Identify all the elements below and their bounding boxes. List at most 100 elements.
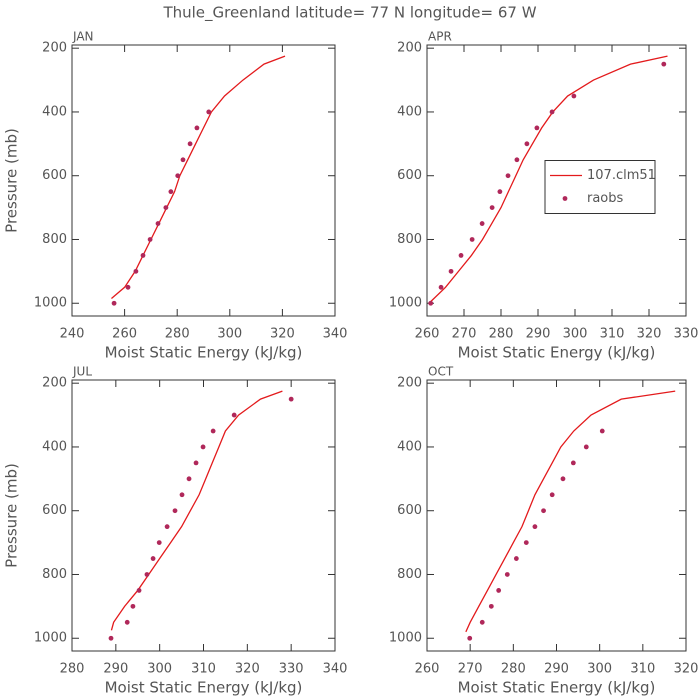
raob-point — [231, 412, 237, 418]
panel-title: APR — [428, 30, 452, 44]
y-tick-label: 400 — [397, 439, 422, 454]
x-axis-label: Moist Static Energy (kJ/kg) — [105, 679, 303, 697]
x-tick-label: 320 — [674, 662, 699, 677]
x-tick-label: 310 — [191, 662, 216, 677]
raob-point — [496, 588, 502, 593]
y-tick-label: 1000 — [34, 296, 67, 311]
raob-point — [108, 635, 114, 641]
x-tick-label: 300 — [587, 662, 612, 677]
x-axis-label: Moist Static Energy (kJ/kg) — [458, 344, 656, 362]
x-tick-label: 270 — [452, 327, 477, 342]
raob-point — [541, 508, 546, 514]
raob-point — [549, 109, 555, 115]
y-axis-label: Pressure (mb) — [3, 128, 21, 233]
raob-point — [583, 444, 589, 450]
raob-point — [194, 125, 200, 131]
model-line — [465, 390, 676, 633]
panel: JAN 240 260 280 300 320 340 200 400 600 800 1000 Moi… — [3, 30, 348, 362]
x-tick-label: 290 — [103, 662, 128, 677]
plot-frame — [426, 379, 687, 652]
y-tick-label: 1000 — [34, 631, 67, 646]
y-tick-label: 800 — [42, 567, 67, 582]
x-tick-label: 240 — [60, 327, 85, 342]
raob-point — [144, 572, 150, 577]
raob-point — [505, 173, 511, 179]
raob-point — [469, 237, 475, 242]
legend-marker — [562, 196, 568, 201]
y-tick-label: 1000 — [389, 631, 422, 646]
y-tick-label: 200 — [42, 376, 67, 391]
figure-title: Thule_Greenland latitude= 77 N longitude… — [162, 4, 536, 23]
model-line — [111, 55, 286, 299]
raob-point — [523, 540, 529, 545]
y-tick-label: 600 — [397, 168, 422, 183]
raob-point — [524, 141, 530, 147]
x-tick-label: 310 — [630, 662, 655, 677]
raob-point — [210, 428, 216, 434]
raob-point — [164, 524, 170, 530]
panel: APR 260 270 280 290 300 310 320 330 200 400 600 800 1… — [389, 30, 699, 362]
y-tick-label: 200 — [397, 376, 422, 391]
y-tick-label: 400 — [397, 104, 422, 119]
raob-point — [497, 189, 503, 195]
raob-point — [479, 619, 485, 625]
raob-point — [513, 556, 519, 561]
raob-point — [136, 588, 142, 593]
model-line — [430, 55, 668, 303]
raob-point — [438, 284, 444, 290]
raob-point — [571, 93, 577, 99]
x-tick-label: 280 — [501, 662, 526, 677]
legend-box — [544, 160, 656, 214]
raob-point — [111, 300, 117, 306]
raob-point — [140, 253, 146, 258]
raob-point — [560, 476, 566, 482]
x-tick-label: 320 — [270, 327, 295, 342]
legend: 107.clm51 raobs — [544, 160, 656, 214]
y-tick-label: 200 — [397, 41, 422, 56]
x-tick-label: 320 — [637, 327, 662, 342]
raob-point — [172, 508, 178, 514]
raob-point — [504, 572, 510, 577]
x-tick-label: 270 — [458, 662, 483, 677]
x-tick-label: 290 — [544, 662, 569, 677]
raob-point — [130, 603, 136, 609]
panel: JUL 280 290 300 310 320 330 340 200 400 600 800 1000… — [3, 365, 348, 697]
raob-point — [180, 157, 186, 163]
plot-frame — [426, 44, 687, 317]
x-tick-label: 310 — [600, 327, 625, 342]
raob-point — [168, 189, 174, 195]
y-tick-label: 800 — [397, 232, 422, 247]
raob-point — [458, 253, 464, 258]
panel: OCT 260 270 280 290 300 310 320 200 400 600 800 1000… — [389, 365, 699, 697]
panel-title: JAN — [72, 30, 94, 44]
legend-label: raobs — [587, 191, 624, 206]
x-tick-label: 300 — [147, 662, 172, 677]
x-tick-label: 280 — [165, 327, 190, 342]
raob-point — [186, 476, 192, 482]
raob-point — [534, 125, 540, 131]
raob-point — [163, 205, 169, 211]
panel-title: JUL — [72, 365, 92, 379]
y-tick-label: 800 — [397, 567, 422, 582]
x-tick-label: 330 — [674, 327, 699, 342]
raob-point — [488, 603, 494, 609]
x-tick-label: 320 — [235, 662, 260, 677]
raob-point — [428, 300, 434, 306]
panel-title: OCT — [428, 365, 454, 379]
x-tick-label: 260 — [112, 327, 137, 342]
raob-point — [156, 540, 162, 545]
x-tick-label: 330 — [279, 662, 304, 677]
y-tick-label: 400 — [42, 104, 67, 119]
raob-point — [124, 619, 130, 625]
x-tick-label: 290 — [526, 327, 551, 342]
x-tick-label: 280 — [489, 327, 514, 342]
x-tick-label: 300 — [563, 327, 588, 342]
y-tick-label: 200 — [42, 41, 67, 56]
raob-point — [187, 141, 193, 147]
y-axis-label: Pressure (mb) — [3, 463, 21, 568]
x-tick-label: 280 — [60, 662, 85, 677]
legend-label: 107.clm51 — [587, 168, 656, 183]
x-tick-label: 260 — [415, 662, 440, 677]
plot-frame — [71, 44, 336, 317]
